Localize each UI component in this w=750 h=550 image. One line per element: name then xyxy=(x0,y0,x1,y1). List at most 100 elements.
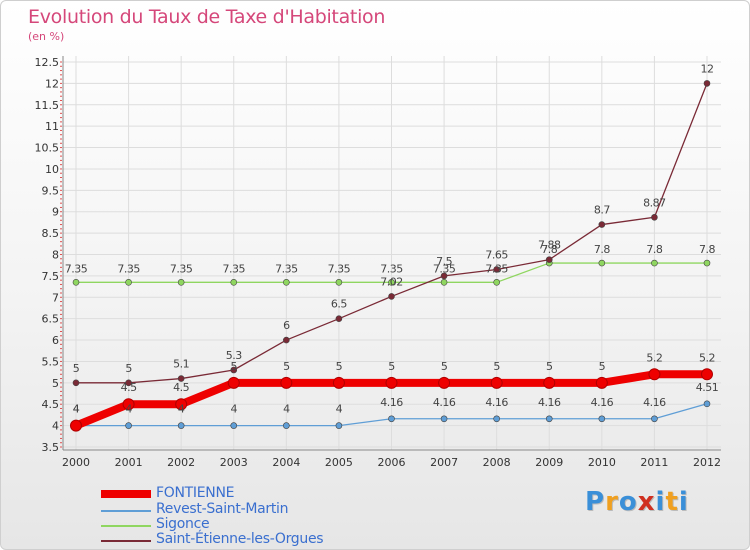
y-minor-tick xyxy=(60,412,62,414)
y-minor-tick xyxy=(60,219,62,221)
data-label: 5 xyxy=(73,362,80,375)
data-label: 7.5 xyxy=(436,255,452,268)
logo-letter: i xyxy=(678,487,689,517)
data-point xyxy=(440,415,448,423)
data-label: 8.7 xyxy=(594,204,610,217)
legend-swatch xyxy=(101,540,151,542)
data-point xyxy=(177,422,185,429)
data-label: 4.16 xyxy=(538,396,561,409)
y-minor-tick xyxy=(60,365,62,367)
data-label: 5.2 xyxy=(699,351,715,364)
y-minor-tick xyxy=(60,245,62,247)
data-label: 8.87 xyxy=(643,196,666,209)
y-minor-tick xyxy=(60,151,62,153)
y-minor-tick xyxy=(60,189,62,191)
y-minor-tick xyxy=(60,134,62,136)
x-tick-label: 2006 xyxy=(378,456,406,469)
data-point xyxy=(283,279,290,286)
y-tick-label: 12 xyxy=(45,77,59,90)
y-minor-tick xyxy=(60,288,62,290)
y-minor-tick xyxy=(60,164,62,166)
data-label: 7.8 xyxy=(541,243,557,256)
y-minor-tick xyxy=(60,279,62,281)
data-point xyxy=(598,415,606,423)
data-label: 5 xyxy=(125,362,132,375)
data-label: 4.16 xyxy=(433,396,456,409)
data-point xyxy=(493,415,500,423)
data-label: 4 xyxy=(178,403,185,416)
x-tick-label: 2011 xyxy=(640,456,668,469)
legend-label: Sigonce xyxy=(156,516,210,532)
data-point xyxy=(335,315,343,322)
y-minor-tick xyxy=(60,142,62,144)
y-minor-tick xyxy=(60,232,62,234)
data-label: 5 xyxy=(336,360,343,373)
y-minor-tick xyxy=(60,211,62,213)
data-point xyxy=(230,366,238,374)
data-point xyxy=(177,375,185,382)
y-minor-tick xyxy=(60,108,62,110)
y-minor-tick xyxy=(60,437,62,439)
y-minor-tick xyxy=(60,236,62,238)
data-point xyxy=(490,376,503,389)
x-tick-label: 2002 xyxy=(167,456,195,469)
data-point xyxy=(438,376,451,389)
data-label: 4.51 xyxy=(696,381,719,394)
logo-letter: x xyxy=(637,487,656,517)
y-tick-label: 6 xyxy=(52,334,59,347)
y-minor-tick xyxy=(60,87,62,89)
y-minor-tick xyxy=(60,386,62,388)
data-point xyxy=(545,415,553,423)
data-label: 7.02 xyxy=(380,275,403,288)
data-point xyxy=(332,376,345,389)
y-minor-tick xyxy=(60,202,62,204)
proxiti-logo: Proxiti xyxy=(585,487,689,517)
legend-item-revest-saint-martin: Revest-Saint-Martin xyxy=(101,501,401,519)
data-label: 4.16 xyxy=(643,396,666,409)
y-tick-label: 12.5 xyxy=(35,56,60,69)
y-minor-tick xyxy=(60,78,62,80)
y-minor-tick xyxy=(60,206,62,208)
data-label: 7.35 xyxy=(433,262,456,275)
y-minor-tick xyxy=(60,194,62,196)
data-label: 7.8 xyxy=(594,243,610,256)
data-label: 5 xyxy=(441,360,448,373)
y-tick-label: 11.5 xyxy=(35,99,60,112)
data-label: 7.35 xyxy=(170,262,193,275)
data-label: 5.1 xyxy=(173,358,189,371)
data-point xyxy=(598,259,606,267)
y-tick-label: 9.5 xyxy=(42,184,60,197)
data-label: 4 xyxy=(336,403,343,416)
legend-label: Saint-Étienne-les-Orgues xyxy=(156,531,324,547)
data-point xyxy=(648,368,661,381)
y-minor-tick xyxy=(60,168,62,170)
data-point xyxy=(493,266,500,273)
y-minor-tick xyxy=(60,129,62,131)
y-minor-tick xyxy=(60,100,62,101)
data-point xyxy=(388,415,395,423)
grid xyxy=(63,56,721,450)
data-label: 6 xyxy=(283,319,290,332)
x-tick-label: 2007 xyxy=(430,456,458,469)
legend-item-sigonce: Sigonce xyxy=(101,516,401,534)
data-point xyxy=(72,379,80,387)
y-minor-tick xyxy=(60,343,62,345)
y-minor-tick xyxy=(60,309,62,311)
y-tick-label: 4.5 xyxy=(42,398,60,411)
data-label: 5.3 xyxy=(226,349,242,362)
y-minor-tick xyxy=(60,61,62,63)
y-minor-tick xyxy=(60,326,62,328)
data-label: 5 xyxy=(388,360,395,373)
data-point xyxy=(598,221,606,228)
x-tick-label: 2008 xyxy=(483,456,511,469)
x-tick-label: 2000 xyxy=(62,456,90,469)
y-minor-tick xyxy=(60,292,62,294)
y-tick-label: 4 xyxy=(52,420,59,433)
unit-label: (en %) xyxy=(28,30,65,43)
y-minor-tick xyxy=(60,420,62,422)
y-minor-tick xyxy=(60,271,62,273)
data-point xyxy=(701,368,713,381)
legend-swatch xyxy=(101,525,151,527)
x-tick-label: 2012 xyxy=(693,456,721,469)
